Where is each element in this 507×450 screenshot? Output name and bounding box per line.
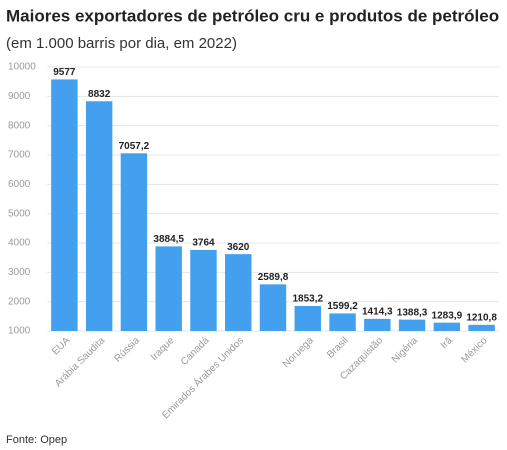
- bar: [364, 318, 391, 331]
- x-tick-label: Nigéria: [390, 335, 420, 365]
- value-label: 2589,8: [258, 272, 289, 283]
- value-label: 8832: [88, 89, 111, 100]
- value-label: 1853,2: [292, 294, 323, 305]
- y-tick-label: 5000: [8, 208, 31, 219]
- value-label: 1388,3: [397, 307, 428, 318]
- bar: [398, 319, 426, 331]
- y-tick-label: 7000: [8, 150, 31, 161]
- y-tick-label: 9000: [8, 91, 31, 102]
- bar: [468, 324, 495, 331]
- y-tick-label: 8000: [8, 120, 31, 131]
- bar: [433, 322, 461, 331]
- value-label: 3884,5: [153, 234, 184, 245]
- y-tick-label: 2000: [8, 296, 31, 307]
- bar: [120, 153, 148, 331]
- x-tick-label: Noruega: [281, 335, 316, 370]
- y-tick-label: 1000: [8, 326, 31, 337]
- chart-title: Maiores exportadores de petróleo cru e p…: [6, 6, 499, 25]
- value-label: 1599,2: [327, 301, 358, 312]
- bar: [225, 254, 252, 331]
- x-tick-label: EUA: [50, 335, 73, 358]
- bar: [85, 101, 113, 332]
- bar: [51, 79, 78, 332]
- x-tick-label: Iraque: [149, 335, 177, 363]
- x-tick-label: Irã: [439, 335, 455, 351]
- chart-subtitle: (em 1.000 barris por dia, em 2022): [6, 35, 237, 52]
- x-tick-label: Canadá: [179, 335, 212, 368]
- value-label: 1210,8: [466, 312, 497, 323]
- value-label: 1414,3: [362, 306, 393, 317]
- y-tick-label: 10000: [8, 62, 36, 73]
- value-label: 3620: [227, 242, 250, 253]
- x-tick-label: Brasil: [325, 335, 350, 360]
- value-label: 3764: [192, 238, 215, 249]
- bar: [329, 313, 356, 331]
- value-label: 1283,9: [432, 310, 463, 321]
- y-tick-label: 3000: [8, 267, 31, 278]
- bar: [155, 246, 182, 331]
- bar: [294, 305, 321, 331]
- y-tick-label: 6000: [8, 179, 31, 190]
- x-tick-label: Rússia: [113, 335, 143, 365]
- bar: [190, 249, 217, 331]
- source: Fonte: Opep: [6, 434, 67, 446]
- y-tick-label: 4000: [8, 238, 31, 249]
- x-tick-label: México: [459, 335, 489, 365]
- value-label: 9577: [53, 67, 76, 78]
- value-label: 7057,2: [119, 141, 150, 152]
- bar: [259, 284, 287, 331]
